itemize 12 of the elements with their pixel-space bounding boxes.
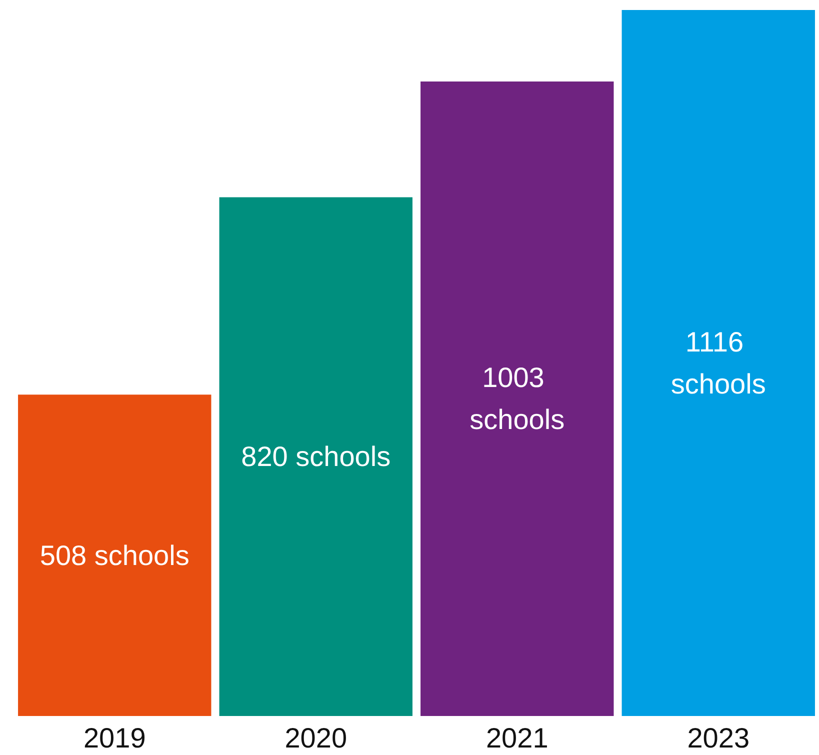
bar bbox=[18, 394, 212, 716]
bar bbox=[420, 81, 614, 716]
x-tick-label: 2020 bbox=[284, 722, 348, 754]
data-label: 820 schools bbox=[241, 441, 391, 472]
x-tick-label: 2021 bbox=[486, 722, 548, 754]
data-label: 1003 schools bbox=[470, 362, 565, 436]
x-tick-label: 2019 bbox=[83, 722, 146, 754]
data-label: 1116 schools bbox=[670, 326, 766, 400]
bar bbox=[622, 10, 815, 716]
x-tick-label: 2023 bbox=[687, 722, 750, 754]
data-label: 508 schools bbox=[40, 540, 190, 571]
bar bbox=[219, 197, 412, 716]
